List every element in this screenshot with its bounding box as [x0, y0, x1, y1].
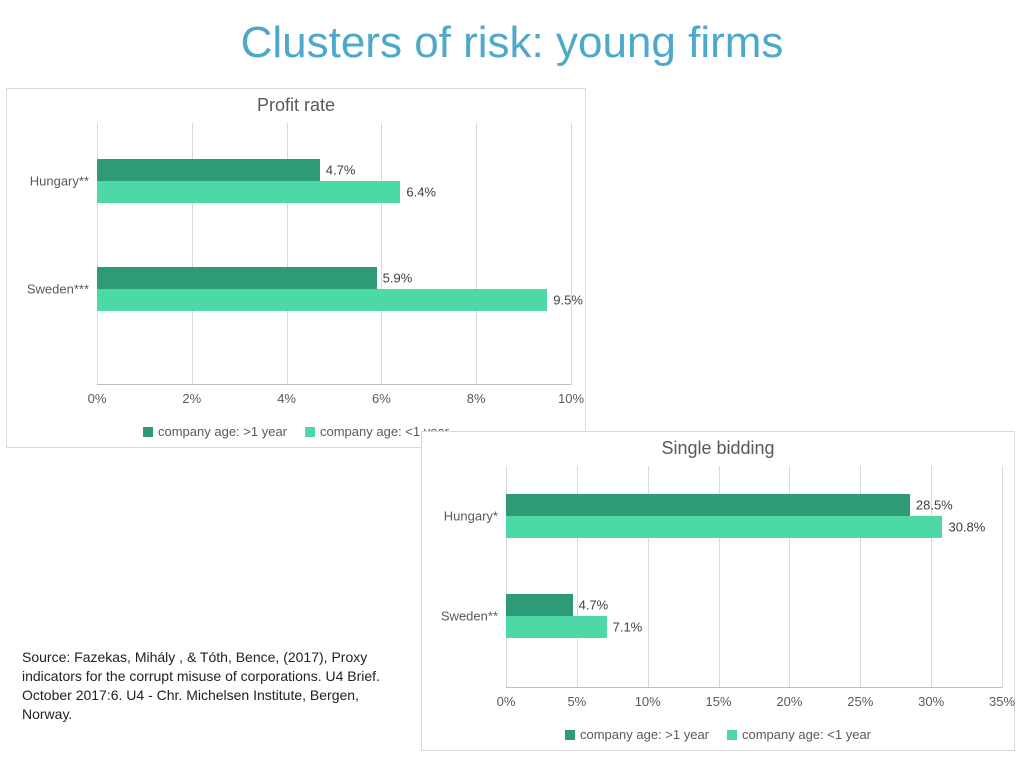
bar-lt1: 6.4%	[97, 181, 400, 203]
x-tick-label: 0%	[497, 688, 516, 709]
bar-value-label: 7.1%	[607, 620, 643, 635]
category-label: Sweden***	[27, 282, 97, 297]
gridline	[476, 123, 477, 385]
bar-lt1: 9.5%	[97, 289, 547, 311]
category-label: Sweden**	[441, 609, 506, 624]
bar-value-label: 30.8%	[942, 520, 985, 535]
x-tick-label: 0%	[88, 385, 107, 406]
x-tick-label: 30%	[918, 688, 944, 709]
bar-gt1: 5.9%	[97, 267, 377, 289]
profit-rate-chart: Profit rate 0%2%4%6%8%10%Hungary**4.7%6.…	[6, 88, 586, 448]
category-label: Hungary*	[444, 509, 506, 524]
legend-label-gt1: company age: >1 year	[580, 727, 709, 742]
source-citation: Source: Fazekas, Mihály , & Tóth, Bence,…	[22, 648, 382, 724]
bar-gt1: 4.7%	[97, 159, 320, 181]
gridline	[381, 123, 382, 385]
legend-label-gt1: company age: >1 year	[158, 424, 287, 439]
x-tick-label: 8%	[467, 385, 486, 406]
bar-lt1: 30.8%	[506, 516, 942, 538]
x-tick-label: 10%	[635, 688, 661, 709]
legend-swatch-lt1	[305, 427, 315, 437]
bar-value-label: 5.9%	[377, 271, 413, 286]
gridline	[1002, 466, 1003, 688]
bar-value-label: 28.5%	[910, 498, 953, 513]
category-label: Hungary**	[30, 174, 97, 189]
legend-item-lt1: company age: <1 year	[727, 727, 871, 742]
bar-lt1: 7.1%	[506, 616, 607, 638]
bar-value-label: 6.4%	[400, 185, 436, 200]
x-tick-label: 25%	[847, 688, 873, 709]
single-bidding-chart: Single bidding 0%5%10%15%20%25%30%35%Hun…	[421, 431, 1015, 751]
x-tick-label: 10%	[558, 385, 584, 406]
legend-swatch-gt1	[565, 730, 575, 740]
x-tick-label: 4%	[277, 385, 296, 406]
page-title: Clusters of risk: young firms	[0, 0, 1024, 78]
x-axis-line	[506, 687, 1002, 688]
x-tick-label: 20%	[776, 688, 802, 709]
legend-item-gt1: company age: >1 year	[143, 424, 287, 439]
legend-swatch-lt1	[727, 730, 737, 740]
x-tick-label: 6%	[372, 385, 391, 406]
x-tick-label: 15%	[706, 688, 732, 709]
x-tick-label: 35%	[989, 688, 1015, 709]
bar-gt1: 28.5%	[506, 494, 910, 516]
bar-value-label: 9.5%	[547, 293, 583, 308]
bar-value-label: 4.7%	[320, 163, 356, 178]
chart-title: Profit rate	[7, 89, 585, 118]
plot-area: 0%5%10%15%20%25%30%35%Hungary*28.5%30.8%…	[506, 466, 1002, 688]
legend-label-lt1: company age: <1 year	[742, 727, 871, 742]
chart-title: Single bidding	[422, 432, 1014, 461]
x-axis-line	[97, 384, 571, 385]
gridline	[571, 123, 572, 385]
legend-item-gt1: company age: >1 year	[565, 727, 709, 742]
bar-value-label: 4.7%	[573, 598, 609, 613]
legend: company age: >1 year company age: <1 yea…	[422, 727, 1014, 742]
bar-gt1: 4.7%	[506, 594, 573, 616]
x-tick-label: 2%	[182, 385, 201, 406]
legend-swatch-gt1	[143, 427, 153, 437]
plot-area: 0%2%4%6%8%10%Hungary**4.7%6.4%Sweden***5…	[97, 123, 571, 385]
x-tick-label: 5%	[567, 688, 586, 709]
